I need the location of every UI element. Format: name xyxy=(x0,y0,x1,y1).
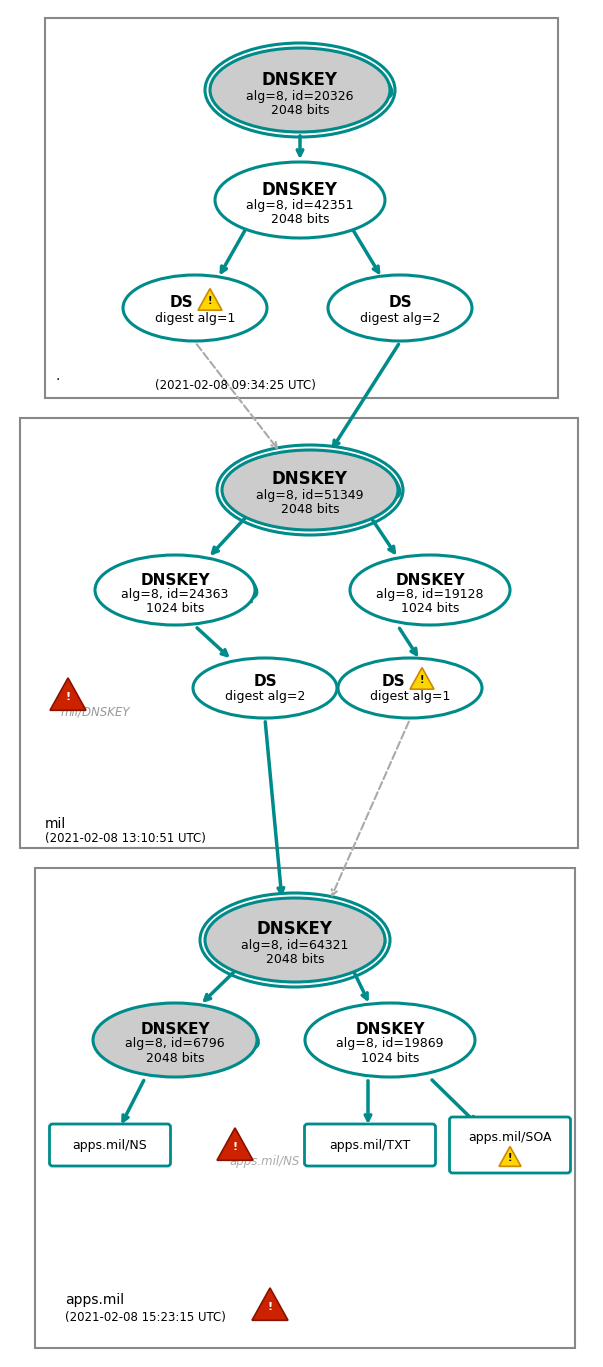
Text: alg=8, id=42351: alg=8, id=42351 xyxy=(246,198,354,212)
Text: (2021-02-08 09:34:25 UTC): (2021-02-08 09:34:25 UTC) xyxy=(155,379,316,391)
Polygon shape xyxy=(499,1147,521,1166)
FancyBboxPatch shape xyxy=(20,418,578,848)
Text: alg=8, id=6796: alg=8, id=6796 xyxy=(125,1038,225,1050)
Ellipse shape xyxy=(193,658,337,718)
Ellipse shape xyxy=(210,48,390,133)
Text: .: . xyxy=(56,369,60,383)
Text: (2021-02-08 15:23:15 UTC): (2021-02-08 15:23:15 UTC) xyxy=(65,1311,226,1325)
Text: apps.mil/TXT: apps.mil/TXT xyxy=(329,1139,411,1151)
Text: DNSKEY: DNSKEY xyxy=(272,470,348,488)
Text: !: ! xyxy=(66,692,71,701)
Text: apps.mil/SOA: apps.mil/SOA xyxy=(469,1132,552,1144)
Ellipse shape xyxy=(215,163,385,238)
Text: 2048 bits: 2048 bits xyxy=(271,212,329,226)
Text: apps.mil: apps.mil xyxy=(65,1293,124,1307)
Text: alg=8, id=19869: alg=8, id=19869 xyxy=(336,1038,444,1050)
Text: 1024 bits: 1024 bits xyxy=(401,601,459,615)
Text: alg=8, id=64321: alg=8, id=64321 xyxy=(241,939,349,951)
Ellipse shape xyxy=(350,555,510,625)
Polygon shape xyxy=(252,1288,288,1321)
Text: DNSKEY: DNSKEY xyxy=(140,573,210,588)
Text: DNSKEY: DNSKEY xyxy=(262,71,338,89)
Ellipse shape xyxy=(222,450,398,530)
Ellipse shape xyxy=(338,658,482,718)
FancyBboxPatch shape xyxy=(35,868,575,1348)
Ellipse shape xyxy=(95,555,255,625)
Text: DNSKEY: DNSKEY xyxy=(355,1023,425,1038)
Polygon shape xyxy=(410,667,434,689)
Text: mil/DNSKEY: mil/DNSKEY xyxy=(60,705,130,719)
Text: DNSKEY: DNSKEY xyxy=(395,573,465,588)
Text: !: ! xyxy=(268,1301,273,1312)
Text: alg=8, id=24363: alg=8, id=24363 xyxy=(121,588,229,600)
Text: alg=8, id=19128: alg=8, id=19128 xyxy=(376,588,484,600)
Text: 1024 bits: 1024 bits xyxy=(361,1051,419,1065)
Text: apps.mil/NS: apps.mil/NS xyxy=(230,1155,300,1169)
Text: DS: DS xyxy=(388,294,412,309)
Text: DS: DS xyxy=(253,674,277,689)
Text: 2048 bits: 2048 bits xyxy=(281,503,339,515)
Text: digest alg=1: digest alg=1 xyxy=(155,312,235,324)
Text: DS: DS xyxy=(169,294,193,309)
Text: (2021-02-08 13:10:51 UTC): (2021-02-08 13:10:51 UTC) xyxy=(45,831,206,845)
Text: !: ! xyxy=(232,1141,238,1152)
Text: apps.mil/NS: apps.mil/NS xyxy=(72,1139,147,1151)
Text: mil: mil xyxy=(45,817,66,831)
Text: !: ! xyxy=(420,675,425,685)
Text: DNSKEY: DNSKEY xyxy=(257,920,333,938)
FancyBboxPatch shape xyxy=(45,18,558,398)
Text: DNSKEY: DNSKEY xyxy=(140,1023,210,1038)
Text: 1024 bits: 1024 bits xyxy=(146,601,204,615)
Text: digest alg=2: digest alg=2 xyxy=(225,689,305,703)
Text: digest alg=2: digest alg=2 xyxy=(360,312,440,324)
Ellipse shape xyxy=(93,1003,257,1077)
Text: 2048 bits: 2048 bits xyxy=(271,104,329,116)
Text: alg=8, id=20326: alg=8, id=20326 xyxy=(246,89,354,103)
Ellipse shape xyxy=(305,1003,475,1077)
Ellipse shape xyxy=(328,275,472,340)
Text: !: ! xyxy=(208,297,212,306)
Text: !: ! xyxy=(508,1154,513,1163)
Text: digest alg=1: digest alg=1 xyxy=(370,689,450,703)
Text: 2048 bits: 2048 bits xyxy=(266,953,324,965)
Ellipse shape xyxy=(205,898,385,982)
Polygon shape xyxy=(217,1128,253,1161)
Polygon shape xyxy=(50,678,86,711)
Text: alg=8, id=51349: alg=8, id=51349 xyxy=(256,488,364,502)
FancyBboxPatch shape xyxy=(49,1124,171,1166)
Polygon shape xyxy=(198,288,222,310)
FancyBboxPatch shape xyxy=(305,1124,435,1166)
Text: DS: DS xyxy=(381,674,405,689)
Text: 2048 bits: 2048 bits xyxy=(146,1051,204,1065)
Text: DNSKEY: DNSKEY xyxy=(262,180,338,200)
Ellipse shape xyxy=(123,275,267,340)
FancyBboxPatch shape xyxy=(449,1117,570,1173)
